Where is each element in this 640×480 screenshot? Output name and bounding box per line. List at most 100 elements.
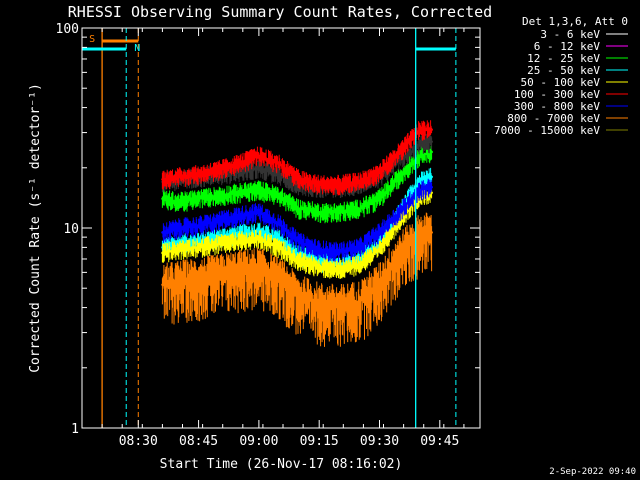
series-100-300-kev: [161, 120, 433, 196]
data-point: [257, 166, 261, 169]
series-line: [162, 186, 433, 253]
data-point: [378, 281, 381, 285]
data-point: [398, 150, 401, 154]
legend-label: 50 - 100 keV: [521, 76, 601, 89]
data-point: [277, 222, 281, 225]
data-point: [358, 246, 361, 249]
data-point: [257, 188, 261, 192]
y-tick-label: 1: [71, 422, 79, 437]
data-point: [297, 178, 301, 181]
data-point: [297, 294, 301, 297]
data-point: [410, 240, 413, 244]
data-point: [318, 211, 321, 214]
data-point: [338, 268, 341, 271]
data-point: [217, 194, 220, 197]
data-point: [277, 246, 281, 249]
legend-header: Det 1,3,6, Att 0: [522, 15, 628, 28]
data-point: [237, 269, 240, 273]
data-point: [297, 207, 301, 210]
data-point: [177, 200, 180, 204]
data-point: [430, 140, 433, 143]
data-point: [297, 240, 301, 244]
data-point: [418, 143, 421, 147]
data-point: [410, 197, 413, 200]
legend-label: 3 - 6 keV: [540, 28, 600, 41]
footer-date: 2-Sep-2022 09:40: [549, 467, 636, 477]
data-point: [410, 191, 413, 194]
y-axis-label: Corrected Count Rate (s⁻¹ detector⁻¹): [28, 83, 43, 373]
data-point: [430, 150, 433, 154]
data-point: [378, 197, 381, 200]
series-300-800-kev: [161, 178, 433, 263]
data-point: [358, 262, 361, 266]
data-point: [217, 274, 220, 277]
data-point: [177, 226, 180, 230]
indicator-s: S: [89, 28, 139, 428]
series-800-7000-kev: [161, 212, 433, 347]
data-point: [410, 150, 413, 154]
legend-label: 7000 - 15000 keV: [494, 124, 600, 137]
data-point: [177, 280, 180, 283]
legend-label: 800 - 7000 keV: [507, 112, 600, 125]
data-point: [358, 300, 361, 303]
data-point: [197, 224, 200, 227]
data-point: [161, 283, 164, 286]
data-point: [197, 246, 200, 249]
data-point: [237, 214, 240, 218]
indicator-n: N: [82, 28, 457, 428]
data-point: [161, 197, 164, 200]
data-point: [338, 183, 341, 186]
indicator-label: S: [89, 34, 95, 45]
data-point: [297, 260, 301, 263]
data-point: [257, 154, 261, 157]
series-12-25-kev: [161, 143, 433, 224]
data-point: [257, 237, 261, 241]
data-point: [410, 137, 413, 140]
data-point: [398, 251, 401, 255]
x-tick-label: 09:15: [300, 434, 339, 449]
data-point: [277, 194, 281, 197]
data-point: [410, 162, 413, 165]
data-point: [378, 248, 381, 251]
legend-label: 6 - 12 keV: [534, 40, 601, 53]
axes-layer: 08:30 08:45 09:00 09:15 09:30 09:45 1 10 100: [56, 22, 480, 449]
data-point: [318, 248, 321, 251]
data-point: [430, 191, 433, 194]
data-point: [217, 220, 220, 223]
data-point: [177, 248, 180, 251]
data-point: [197, 173, 200, 176]
data-point: [338, 250, 341, 253]
x-tick-label: 09:30: [360, 434, 399, 449]
data-point: [378, 171, 381, 174]
legend-label: 100 - 300 keV: [514, 88, 600, 101]
data-point: [430, 186, 433, 189]
data-point: [161, 251, 164, 255]
x-tick-label: 08:30: [119, 434, 158, 449]
indicator-layer: SN: [82, 28, 457, 428]
y-tick-label: 10: [63, 222, 79, 237]
data-point: [217, 168, 220, 172]
data-point: [430, 231, 433, 234]
data-point: [430, 175, 433, 179]
data-point: [161, 231, 164, 234]
data-point: [177, 175, 180, 179]
data-point: [277, 162, 281, 165]
data-point: [338, 211, 341, 214]
series-line: [162, 151, 433, 214]
data-point: [418, 188, 421, 192]
data-point: [378, 231, 381, 234]
data-point: [430, 128, 433, 131]
legend-label: 12 - 25 keV: [527, 52, 600, 65]
data-point: [257, 211, 261, 214]
series-line: [162, 231, 432, 307]
data-point: [418, 154, 421, 157]
data-point: [277, 173, 281, 176]
data-point: [398, 175, 401, 179]
x-tick-label: 08:45: [179, 434, 218, 449]
legend-label: 25 - 50 keV: [527, 64, 600, 77]
data-point: [197, 197, 200, 200]
x-tick-label: 09:45: [420, 434, 459, 449]
chart-title: RHESSI Observing Summary Count Rates, Co…: [68, 3, 492, 21]
